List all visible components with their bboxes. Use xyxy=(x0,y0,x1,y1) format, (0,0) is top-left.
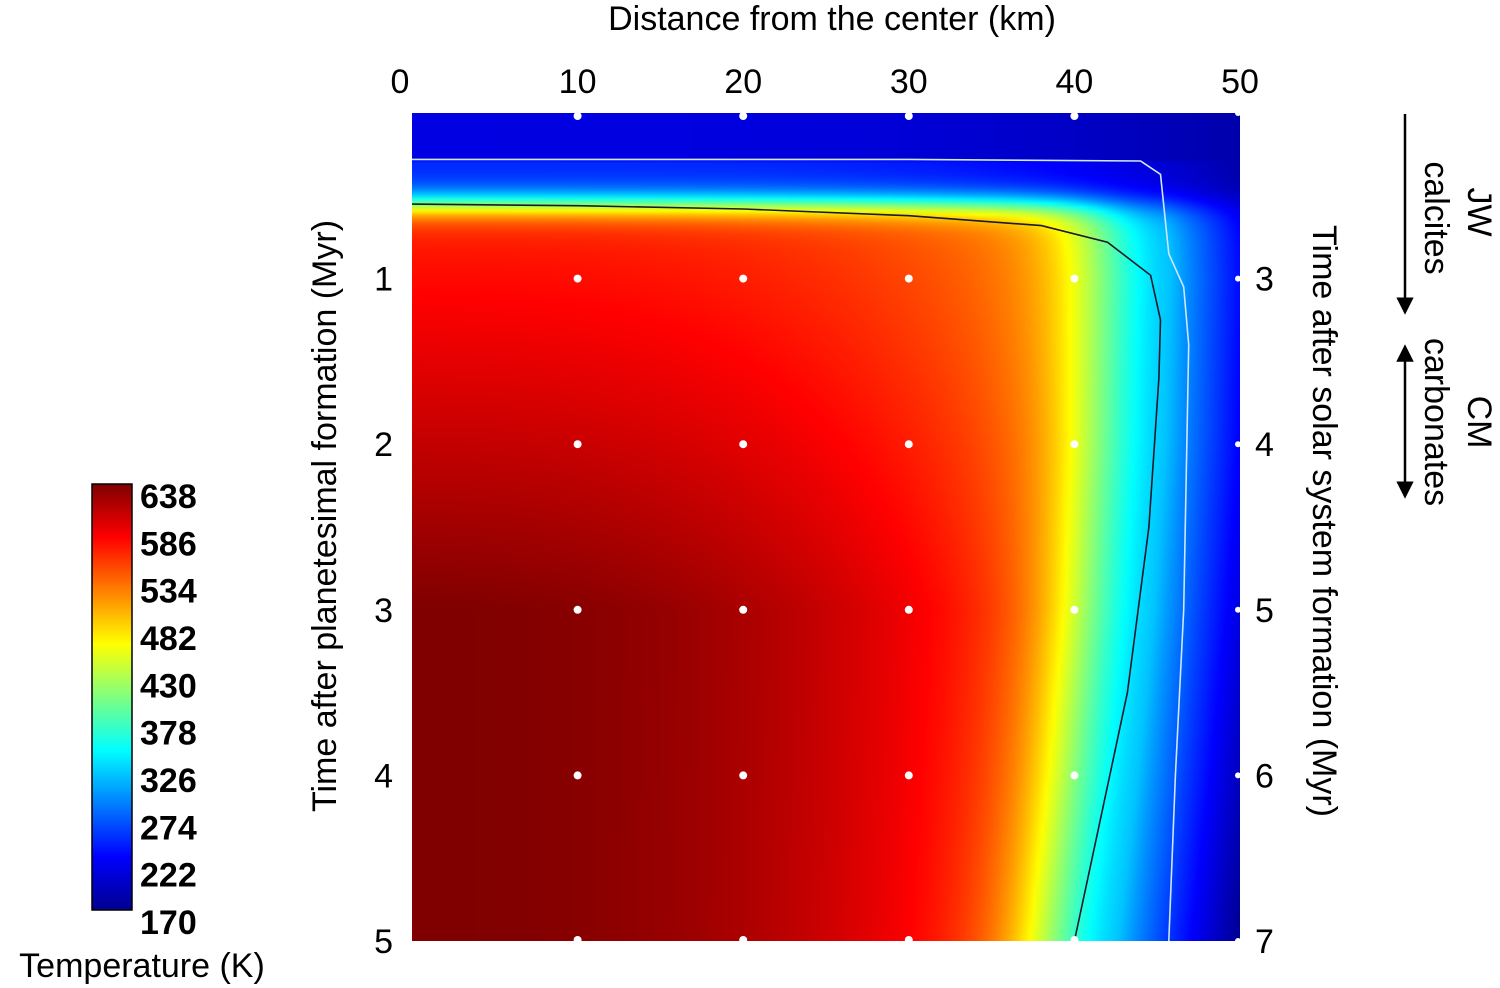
x-tick-label: 50 xyxy=(1221,63,1259,101)
x-tick-label: 0 xyxy=(391,63,410,101)
y2-axis-label: Time after solar system formation (Myr) xyxy=(1305,225,1343,817)
x-tick-labels: 0 10 20 30 40 50 xyxy=(391,63,1259,101)
colorbar-tick-label: 638 xyxy=(140,478,197,516)
tick-dot xyxy=(573,605,582,614)
tick-dot xyxy=(573,112,582,120)
tick-dot xyxy=(739,440,748,449)
cm-label: CM xyxy=(1460,396,1498,449)
colorbar-gradient xyxy=(91,483,133,911)
tick-dot xyxy=(573,771,582,780)
tick-dot xyxy=(1235,441,1241,448)
colorbar-tick-label: 222 xyxy=(140,857,197,895)
x-tick-label: 30 xyxy=(890,63,928,101)
x-tick-label: 40 xyxy=(1055,63,1093,101)
x-tick-label: 20 xyxy=(724,63,762,101)
contour-line-2 xyxy=(411,203,1162,942)
tick-dot xyxy=(1070,936,1079,944)
tick-dot xyxy=(1070,440,1079,449)
tick-dot xyxy=(1235,275,1241,282)
colorbar-tick-label: 378 xyxy=(140,715,197,753)
tick-dot-group xyxy=(573,110,1241,944)
colorbar: 638 586 534 482 430 378 326 274 222 170 Temperatu… xyxy=(19,478,265,985)
colorbar-tick-label: 326 xyxy=(140,762,197,800)
heatmap-area xyxy=(412,113,1240,941)
colorbar-tick-label: 482 xyxy=(140,620,197,658)
y2-tick-labels: 3 4 5 6 7 xyxy=(1255,261,1274,961)
tick-dot xyxy=(739,605,748,614)
tick-dot xyxy=(904,112,913,120)
y-tick-label: 5 xyxy=(374,923,393,961)
colorbar-tick-label: 274 xyxy=(140,809,197,847)
y2-tick-label: 4 xyxy=(1255,426,1274,464)
y-tick-label: 4 xyxy=(374,757,393,795)
colorbar-tick-labels: 638 586 534 482 430 378 326 274 222 170 xyxy=(140,478,197,942)
cm-carbonates-label: carbonates xyxy=(1417,338,1455,506)
tick-dot xyxy=(904,605,913,614)
annotation-group: JW calcites CM carbonates xyxy=(1396,114,1498,506)
colorbar-tick-label: 534 xyxy=(140,573,197,611)
jw-label: JW xyxy=(1460,187,1498,236)
tick-dot xyxy=(739,936,748,944)
x-axis-label: Distance from the center (km) xyxy=(608,0,1056,38)
tick-dot xyxy=(1070,771,1079,780)
tick-dot xyxy=(1235,110,1241,116)
colorbar-label: Temperature (K) xyxy=(19,947,265,985)
tick-dot xyxy=(904,771,913,780)
tick-dot xyxy=(573,936,582,944)
y2-tick-label: 3 xyxy=(1255,261,1274,299)
tick-dot xyxy=(1070,112,1079,120)
tick-dot xyxy=(739,274,748,283)
tick-dot xyxy=(1070,605,1079,614)
y-tick-label: 3 xyxy=(374,592,393,630)
tick-dot xyxy=(739,112,748,120)
tick-dot xyxy=(1235,772,1241,779)
tick-dot xyxy=(904,274,913,283)
y2-tick-label: 6 xyxy=(1255,757,1274,795)
y-axis-label: Time after planetesimal formation (Myr) xyxy=(306,220,344,812)
tick-dot xyxy=(739,771,748,780)
tick-dot xyxy=(904,936,913,944)
contour-group xyxy=(411,158,1190,942)
tick-dot xyxy=(1235,938,1241,944)
colorbar-tick-label: 586 xyxy=(140,525,197,563)
tick-dot xyxy=(573,274,582,283)
colorbar-tick-label: 170 xyxy=(140,904,197,942)
y-tick-label: 2 xyxy=(374,426,393,464)
y2-tick-label: 5 xyxy=(1255,592,1274,630)
colorbar-tick-label: 430 xyxy=(140,667,197,705)
y-tick-labels: 1 2 3 4 5 xyxy=(374,261,393,961)
y2-tick-label: 7 xyxy=(1255,923,1274,961)
jw-calcites-label: calcites xyxy=(1417,161,1455,274)
contour-line-1 xyxy=(412,158,1190,942)
tick-dot xyxy=(1235,606,1241,613)
tick-dot xyxy=(904,440,913,449)
x-tick-label: 10 xyxy=(559,63,597,101)
y-tick-label: 1 xyxy=(374,261,393,299)
heatmap-raster xyxy=(412,113,1240,941)
tick-dot xyxy=(1070,274,1079,283)
tick-dot xyxy=(573,440,582,449)
